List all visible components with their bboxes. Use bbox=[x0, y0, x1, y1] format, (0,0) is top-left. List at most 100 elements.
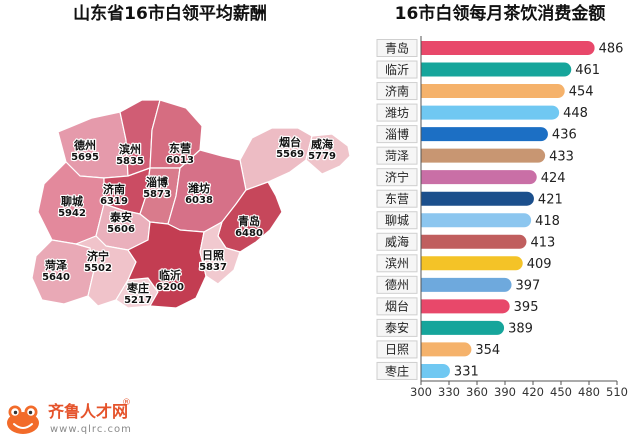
category-label: 东营 bbox=[385, 192, 409, 206]
map-region-linyi bbox=[127, 221, 207, 309]
value-label: 413 bbox=[530, 235, 555, 250]
map-label-jining-name: 济宁 bbox=[87, 249, 109, 263]
value-label: 486 bbox=[599, 42, 624, 57]
map-label-zibo-value: 5873 bbox=[143, 189, 171, 200]
map-label-dezhou-name: 德州 bbox=[73, 138, 96, 152]
bar bbox=[421, 342, 472, 357]
category-label-box bbox=[376, 60, 418, 79]
category-label-box bbox=[376, 297, 418, 316]
map-label-weihai-name: 威海 bbox=[311, 137, 333, 151]
category-label-box bbox=[376, 254, 418, 273]
category-label-box bbox=[376, 103, 418, 122]
map-label-taian-value: 5606 bbox=[107, 224, 135, 235]
bar bbox=[421, 213, 532, 228]
shandong-map: 德州 5695 滨州 5835 东营 6013 烟台 5569 威海 5779 … bbox=[31, 99, 351, 309]
map-label-qingdao-name: 青岛 bbox=[238, 214, 260, 228]
bar bbox=[421, 277, 512, 292]
map-label-heze-value: 5640 bbox=[42, 272, 70, 283]
value-label: 409 bbox=[527, 257, 552, 272]
bar-chart: 青岛 486 临沂 461 济南 454 潍坊 448 淄博 436 菏泽 433 济宁 424 东营 421… bbox=[376, 36, 628, 399]
map-label-binzhou-name: 滨州 bbox=[119, 142, 141, 156]
chart-title: 16市白领每月茶饮消费金额 bbox=[394, 4, 606, 24]
map-label-liaocheng-name: 聊城 bbox=[61, 194, 83, 208]
map-label-zibo-name: 淄博 bbox=[146, 175, 168, 189]
category-label-box bbox=[376, 82, 418, 101]
x-tick-label: 510 bbox=[606, 385, 628, 399]
value-label: 397 bbox=[516, 278, 541, 293]
category-label-box bbox=[376, 168, 418, 187]
category-label: 济南 bbox=[385, 83, 409, 98]
bar bbox=[421, 62, 572, 77]
value-label: 354 bbox=[475, 343, 500, 358]
map-label-heze-name: 菏泽 bbox=[45, 258, 67, 272]
category-label: 临沂 bbox=[385, 63, 409, 77]
x-tick-label: 330 bbox=[438, 385, 460, 399]
map-label-linyi-value: 6200 bbox=[156, 282, 184, 293]
category-label: 枣庄 bbox=[385, 363, 409, 378]
bar bbox=[421, 363, 450, 378]
map-label-taian-name: 泰安 bbox=[109, 210, 132, 224]
map-label-weifang-value: 6038 bbox=[185, 195, 213, 206]
map-label-weihai-value: 5779 bbox=[308, 151, 336, 162]
map-label-dongying-name: 东营 bbox=[169, 141, 191, 155]
map-label-rizhao-value: 5837 bbox=[199, 262, 227, 273]
bar bbox=[421, 234, 527, 249]
x-tick-label: 300 bbox=[410, 385, 432, 399]
value-label: 436 bbox=[552, 128, 577, 143]
bar bbox=[421, 320, 505, 335]
category-label: 日照 bbox=[385, 343, 409, 357]
logo-url: www.qlrc.com bbox=[50, 424, 132, 435]
bar bbox=[421, 299, 510, 314]
x-tick-label: 390 bbox=[494, 385, 516, 399]
category-label-box bbox=[376, 146, 418, 165]
frog-logo-icon bbox=[7, 405, 39, 434]
x-tick-label: 480 bbox=[578, 385, 600, 399]
bar bbox=[421, 170, 537, 185]
bar bbox=[421, 256, 523, 271]
value-label: 418 bbox=[535, 214, 560, 229]
map-label-liaocheng-value: 5942 bbox=[58, 208, 86, 219]
map-region-weihai bbox=[305, 133, 351, 175]
map-label-yantai-name: 烟台 bbox=[279, 135, 301, 149]
category-label: 济宁 bbox=[385, 169, 409, 184]
map-labels: 德州 5695 滨州 5835 东营 6013 烟台 5569 威海 5779 … bbox=[41, 134, 337, 307]
category-label: 烟台 bbox=[385, 299, 409, 314]
category-label: 潍坊 bbox=[385, 105, 409, 120]
map-label-dezhou-value: 5695 bbox=[71, 152, 99, 163]
category-label: 青岛 bbox=[385, 40, 409, 55]
bar bbox=[421, 105, 560, 120]
category-label-box bbox=[376, 211, 418, 230]
registered-mark: ® bbox=[122, 398, 131, 408]
category-label: 威海 bbox=[385, 234, 409, 249]
map-label-zaozhuang-value: 5217 bbox=[124, 295, 152, 306]
category-label-box bbox=[376, 189, 418, 208]
category-label: 淄博 bbox=[385, 126, 409, 141]
map-label-jinan-value: 6319 bbox=[100, 196, 128, 207]
qlrc-logo: 齐鲁人才网 ® www.qlrc.com bbox=[4, 398, 154, 442]
x-tick-label: 360 bbox=[466, 385, 488, 399]
category-label-box bbox=[376, 275, 418, 294]
bar bbox=[421, 127, 548, 142]
category-label: 滨州 bbox=[385, 256, 409, 271]
category-label-box bbox=[376, 340, 418, 359]
value-label: 421 bbox=[538, 192, 563, 207]
category-label-box bbox=[376, 318, 418, 337]
map-label-weifang-name: 潍坊 bbox=[188, 181, 210, 195]
value-label: 433 bbox=[549, 149, 574, 164]
bar bbox=[421, 148, 546, 163]
value-label: 461 bbox=[575, 63, 600, 78]
map-label-linyi-name: 临沂 bbox=[159, 268, 181, 282]
value-label: 448 bbox=[563, 106, 588, 121]
map-regions bbox=[31, 99, 351, 309]
category-label-box bbox=[376, 232, 418, 251]
map-label-jinan-name: 济南 bbox=[103, 182, 125, 196]
value-label: 395 bbox=[514, 300, 539, 315]
category-label: 菏泽 bbox=[385, 149, 409, 163]
value-label: 389 bbox=[508, 321, 533, 336]
map-title: 山东省16市白领平均薪酬 bbox=[73, 4, 267, 24]
map-label-jining-value: 5502 bbox=[84, 263, 112, 274]
map-label-dongying-value: 6013 bbox=[166, 155, 194, 166]
value-label: 331 bbox=[454, 365, 479, 380]
map-label-rizhao-name: 日照 bbox=[202, 249, 224, 262]
